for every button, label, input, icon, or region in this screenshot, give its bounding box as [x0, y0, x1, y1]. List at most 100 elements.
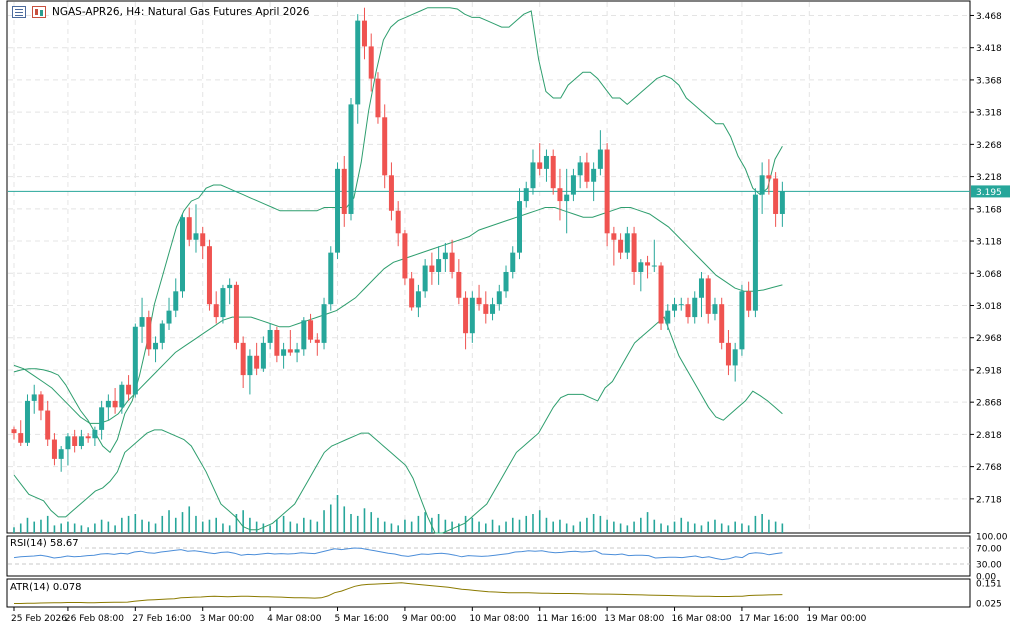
candle-bear — [604, 143, 610, 247]
candle-body — [388, 175, 394, 211]
candle-bull — [469, 291, 475, 343]
bollinger-lower-line — [13, 316, 783, 534]
candle-bear — [206, 239, 212, 311]
candle-bull — [672, 297, 678, 318]
candle-body — [503, 271, 509, 292]
candle-bull — [692, 291, 698, 324]
candle-body — [490, 304, 496, 314]
candle-bear — [705, 275, 711, 324]
symbol-list-icon[interactable] — [12, 6, 26, 18]
candle-bear — [314, 333, 320, 356]
candle-bear — [361, 7, 367, 60]
candle-body — [213, 304, 219, 318]
candle-body — [739, 291, 745, 350]
candle-bear — [618, 233, 624, 260]
candle-bear — [186, 207, 192, 247]
candle-bull — [752, 188, 758, 318]
candle-bear — [146, 310, 152, 356]
candle-body — [746, 291, 752, 311]
y-tick-label: 3.068 — [976, 270, 1002, 280]
candle-body — [557, 188, 563, 202]
candle-bear — [746, 281, 752, 318]
candle-body — [752, 194, 758, 311]
candle-body — [429, 265, 435, 272]
candle-body — [517, 201, 522, 253]
candle-body — [11, 429, 17, 434]
candle-bull — [119, 381, 125, 414]
rsi-tick-label: 100.00 — [976, 533, 1008, 543]
candle-body — [779, 191, 785, 214]
candle-bull — [591, 162, 597, 202]
candle-bear — [287, 329, 293, 356]
candle-bull — [92, 426, 98, 446]
candle-body — [139, 317, 145, 327]
candle-bull — [227, 278, 233, 305]
y-tick-label: 2.768 — [976, 463, 1002, 473]
candle-bear — [584, 152, 590, 189]
candle-body — [368, 46, 374, 79]
candle-bull — [678, 297, 684, 311]
candle-body — [591, 168, 597, 182]
x-tick-label: 27 Feb 16:00 — [132, 614, 191, 624]
atr-panel-frame — [6, 578, 971, 608]
candle-bear — [631, 226, 637, 285]
chart-type-icon[interactable] — [32, 6, 46, 18]
candle-bull — [503, 265, 509, 298]
candle-bull — [247, 349, 253, 395]
candle-bull — [543, 149, 549, 182]
candle-bull — [577, 155, 583, 189]
candle-body — [227, 284, 233, 289]
candle-bull — [173, 278, 179, 318]
candle-bear — [456, 259, 462, 305]
candle-bull — [712, 297, 718, 321]
candle-bull — [530, 149, 536, 195]
x-tick-label: 16 Mar 08:00 — [672, 614, 732, 624]
candle-bear — [200, 226, 206, 260]
candle-body — [685, 304, 691, 318]
candle-bear — [611, 226, 617, 266]
candle-body — [658, 265, 664, 324]
candle-bull — [166, 297, 172, 330]
candle-body — [72, 436, 78, 446]
candle-bear — [395, 201, 401, 247]
candle-body — [577, 162, 583, 176]
x-tick-label: 17 Mar 16:00 — [739, 614, 799, 624]
atr-tick-label: 0.151 — [976, 579, 1002, 589]
candle-body — [611, 233, 617, 240]
bollinger-middle-line — [13, 207, 783, 424]
candle-bear — [382, 104, 388, 189]
y-tick-label: 2.718 — [976, 495, 1002, 505]
candle-bull — [698, 271, 704, 318]
candle-bull — [510, 246, 516, 279]
y-tick-label: 3.218 — [976, 173, 1002, 183]
candle-body — [712, 304, 718, 314]
candle-body — [186, 217, 192, 240]
candle-body — [665, 310, 671, 324]
candle-bear — [375, 72, 381, 124]
candle-body — [31, 394, 37, 401]
candle-bear — [557, 168, 563, 221]
candle-body — [220, 288, 226, 318]
candle-body — [301, 320, 307, 350]
candle-bull — [665, 304, 671, 330]
candle-body — [254, 355, 260, 369]
candle-body — [267, 329, 273, 343]
candle-body — [99, 407, 105, 430]
bollinger-upper-line — [13, 7, 783, 454]
candle-bull — [564, 168, 570, 234]
candle-bear — [402, 230, 408, 285]
chart-header: NGAS-APR26, H4: Natural Gas Futures Apri… — [0, 0, 309, 24]
bollinger-bands — [8, 7, 970, 534]
candle-bear — [725, 329, 731, 376]
candle-bear — [51, 433, 57, 466]
candle-body — [200, 233, 206, 247]
candle-body — [92, 429, 98, 439]
x-tick-label: 4 Mar 08:00 — [267, 614, 322, 624]
candle-bear — [72, 429, 78, 453]
candle-body — [463, 297, 469, 334]
candle-bull — [739, 284, 745, 356]
candle-bear — [112, 387, 118, 414]
candle-body — [449, 252, 455, 272]
